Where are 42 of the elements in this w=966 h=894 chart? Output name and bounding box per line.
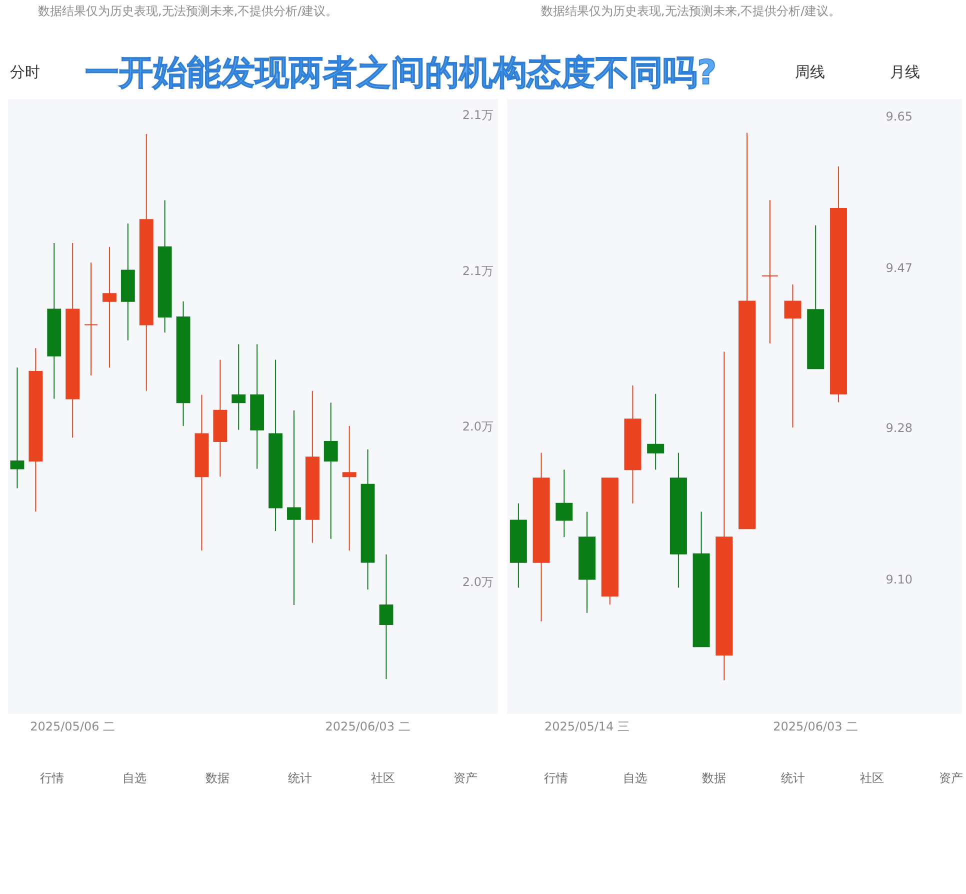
text: 资产 — [939, 771, 963, 785]
candlestick — [10, 367, 24, 489]
y-tick-label: 9.47 — [886, 260, 912, 275]
text: 月线 — [890, 63, 920, 81]
text: 分时 — [10, 63, 40, 81]
y-tick-label: 2.1万 — [462, 264, 494, 278]
text: 数据结果仅为历史表现,无法预测未来,不提供分析/建议。 — [38, 4, 338, 18]
text: 资产 — [454, 771, 478, 785]
candlestick — [647, 393, 664, 470]
text: 统计 — [288, 771, 312, 785]
candlestick — [784, 284, 802, 428]
text: 自选 — [623, 771, 647, 785]
text: 行情 — [544, 771, 568, 785]
candlestick — [342, 425, 356, 552]
candlestick — [379, 554, 394, 680]
text: 周线 — [795, 63, 825, 81]
candlestick — [556, 469, 573, 538]
text: 行情 — [40, 771, 64, 785]
x-tick-label: 2025/05/06 二 — [30, 720, 116, 734]
text: 自选 — [122, 771, 147, 785]
candlestick — [287, 410, 301, 606]
y-tick-label: 9.65 — [886, 109, 912, 124]
y-tick-label: 2.1万 — [462, 108, 494, 122]
text: 社区 — [370, 771, 395, 785]
x-tick-label: 2025/06/03 二 — [325, 720, 410, 734]
y-tick-label: 2.0万 — [462, 575, 494, 590]
candlestick — [232, 344, 246, 430]
y-tick-label: 9.10 — [886, 572, 912, 587]
text: 统计 — [781, 771, 805, 785]
y-tick-label: 2.0万 — [462, 419, 494, 434]
candlestick — [84, 262, 98, 376]
text: 数据 — [702, 771, 726, 785]
text: 数据结果仅为历史表现,无法预测未来,不提供分析/建议。 — [541, 4, 841, 18]
text: 数据 — [205, 771, 230, 785]
y-tick-label: 9.28 — [886, 421, 912, 436]
candlestick — [761, 200, 778, 344]
x-tick-label: 2025/06/03 二 — [773, 720, 858, 734]
chart-title: 一开始能发现两者之间的机构态度不同吗? — [85, 53, 717, 93]
candlestick — [102, 246, 116, 368]
x-tick-label: 2025/05/14 三 — [544, 720, 630, 734]
candlestick — [324, 402, 338, 540]
text: 社区 — [860, 771, 884, 785]
